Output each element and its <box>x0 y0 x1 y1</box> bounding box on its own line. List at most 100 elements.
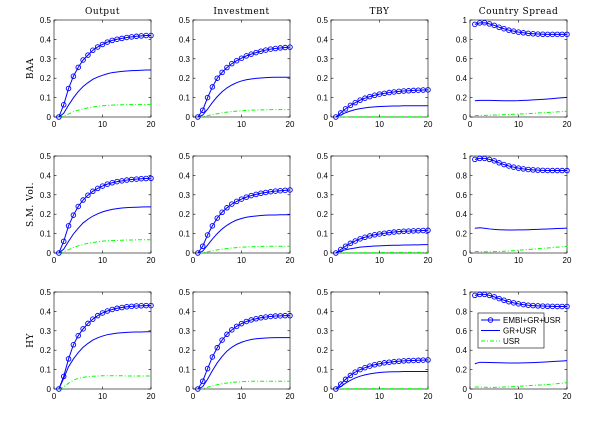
data-point <box>491 22 498 29</box>
y-tick-label: 0.5 <box>179 288 191 297</box>
series-line-usr <box>474 382 568 388</box>
y-tick-label: 0.4 <box>456 74 468 83</box>
data-point <box>248 51 254 57</box>
series-line-usr <box>474 110 568 117</box>
x-tick-label: 0 <box>52 120 57 129</box>
data-point <box>564 167 570 174</box>
data-point <box>219 209 225 216</box>
data-point <box>65 356 72 362</box>
series-line-gr-usr <box>335 105 428 118</box>
x-tick-label: 20 <box>424 120 433 129</box>
data-point <box>501 297 507 303</box>
y-tick-label: 0.1 <box>40 94 52 103</box>
data-point <box>238 55 245 61</box>
series-line-gr-usr <box>474 96 568 102</box>
x-tick-label: 20 <box>147 120 156 129</box>
x-tick-label: 10 <box>98 256 107 265</box>
data-point <box>367 363 373 369</box>
y-tick-label: 0.3 <box>317 55 329 64</box>
data-point <box>333 114 339 120</box>
data-point <box>337 110 344 116</box>
y-tick-label: 0.2 <box>179 210 191 219</box>
legend-entry: USR <box>503 337 520 346</box>
data-point <box>75 203 81 210</box>
data-point <box>367 233 373 239</box>
data-point <box>60 102 67 108</box>
data-point <box>195 250 201 256</box>
y-tick-label: 0 <box>47 249 52 258</box>
y-tick-label: 0 <box>186 113 191 122</box>
data-point <box>80 326 86 332</box>
data-point <box>342 106 349 112</box>
data-point <box>486 292 493 299</box>
data-point <box>287 44 293 50</box>
y-tick-label: 0.2 <box>40 74 52 83</box>
y-tick-label: 0 <box>186 385 191 394</box>
axes-box <box>192 155 291 254</box>
data-point <box>501 25 507 32</box>
subplot-4: 0 10 20 0 0.2 0.4 0.6 0.8 1 Country Spread <box>456 7 572 129</box>
data-point <box>109 37 115 44</box>
row-label: HY <box>26 333 36 348</box>
data-point <box>229 60 235 67</box>
y-tick-label: 0.4 <box>456 346 468 355</box>
data-point <box>195 114 201 120</box>
y-tick-label: 0.3 <box>179 191 191 200</box>
data-point <box>94 44 101 50</box>
y-tick-label: 0.5 <box>317 16 329 25</box>
data-point <box>357 236 363 242</box>
y-tick-label: 0.8 <box>456 171 468 180</box>
x-tick-label: 0 <box>468 392 473 401</box>
legend-marker <box>487 317 494 323</box>
x-tick-label: 10 <box>514 256 523 265</box>
data-point <box>352 99 359 106</box>
y-tick-label: 0.2 <box>40 210 52 219</box>
axes-box <box>330 291 429 390</box>
x-tick-label: 0 <box>468 120 473 129</box>
data-point <box>56 386 62 392</box>
data-point <box>253 191 259 198</box>
x-tick-label: 10 <box>237 392 246 401</box>
data-point <box>362 364 368 371</box>
data-point <box>238 196 245 202</box>
y-tick-label: 0.3 <box>40 327 52 336</box>
data-point <box>75 332 81 339</box>
data-point <box>342 376 349 383</box>
x-tick-label: 10 <box>237 256 246 265</box>
data-point <box>209 84 216 90</box>
x-tick-label: 10 <box>375 256 384 265</box>
data-point <box>337 381 344 387</box>
axes-box <box>53 19 152 118</box>
data-point <box>204 365 211 372</box>
y-tick-label: 0.1 <box>317 366 329 375</box>
subplot-title: Output <box>85 7 120 17</box>
data-point <box>224 331 230 338</box>
data-point <box>199 378 206 384</box>
subplot-3: 0 10 20 0 0.1 0.2 0.3 0.4 0.5 TBY <box>317 7 433 129</box>
data-point <box>258 48 264 54</box>
data-point <box>109 180 115 186</box>
data-point <box>248 317 254 323</box>
y-tick-label: 0.1 <box>40 230 52 239</box>
y-tick-label: 0.1 <box>40 366 52 375</box>
y-tick-label: 0.3 <box>179 327 191 336</box>
legend-entry: GR+USR <box>503 327 537 336</box>
data-point <box>224 205 230 211</box>
data-point <box>362 95 368 101</box>
y-tick-label: 1 <box>463 16 468 25</box>
series-line-usr <box>58 239 151 254</box>
y-tick-label: 0 <box>324 385 329 394</box>
subplot-9: 0 10 20 0 0.1 0.2 0.3 0.4 0.5 HY <box>26 288 156 401</box>
y-tick-label: 0.8 <box>456 307 468 316</box>
series-line-usr <box>335 251 428 254</box>
y-tick-label: 0 <box>186 249 191 258</box>
data-point <box>80 197 86 203</box>
data-point <box>104 181 111 187</box>
series-line-gr-usr <box>58 69 151 118</box>
data-point <box>253 49 259 56</box>
subplot-6: 0 10 20 0 0.1 0.2 0.3 0.4 0.5 <box>179 152 295 265</box>
data-point <box>333 250 339 256</box>
data-point <box>425 227 431 234</box>
